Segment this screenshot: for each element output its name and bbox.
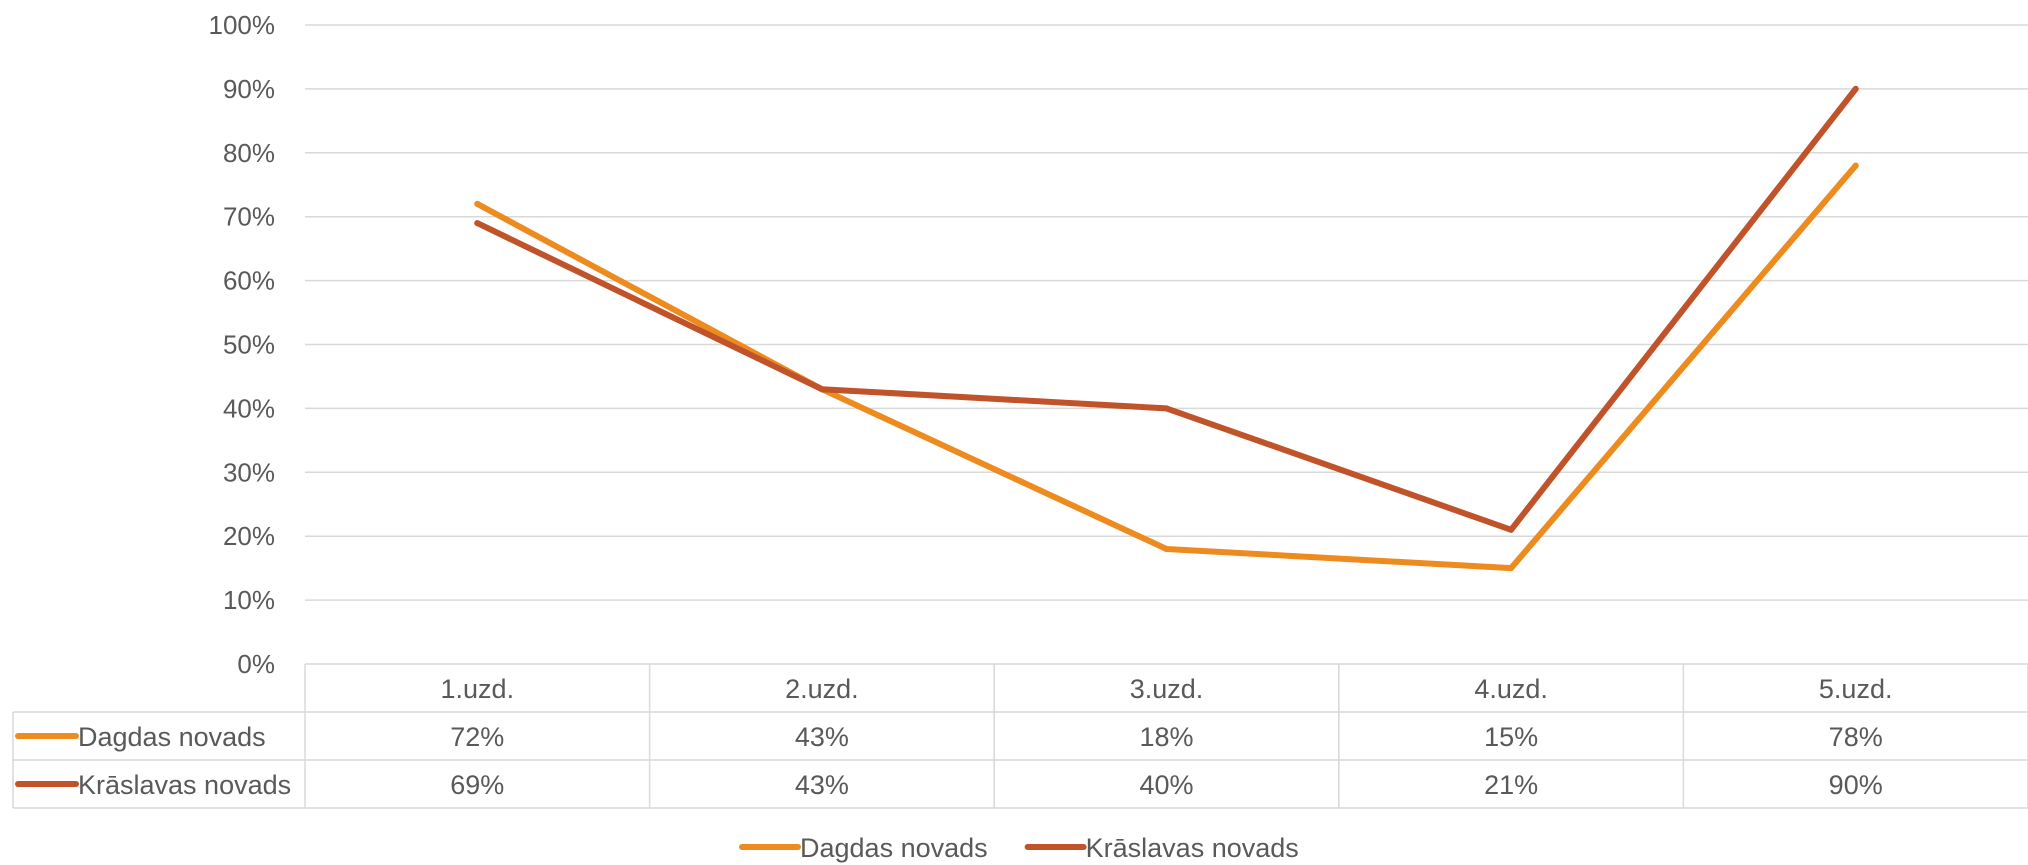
data-point [818,386,825,393]
table-series-name: Dagdas novads [78,722,266,752]
y-tick-label: 40% [223,393,275,423]
y-tick-label: 100% [209,10,276,40]
data-label: 69% [450,770,504,800]
data-label: 18% [1139,722,1193,752]
x-tick-label: 1.uzd. [441,674,515,704]
gridlines [305,24,2028,601]
data-label: 90% [1829,770,1883,800]
series-lines [474,85,1859,572]
y-tick-label: 50% [223,330,275,360]
series-line [474,162,1859,572]
data-point [474,200,481,207]
y-tick-label: 20% [223,521,275,551]
x-tick-label: 3.uzd. [1130,674,1204,704]
table-series-name: Krāslavas novads [78,770,291,800]
legend-label: Dagdas novads [800,833,988,863]
data-point [1163,405,1170,412]
data-label: 72% [450,722,504,752]
series-line [474,85,1859,533]
data-label: 15% [1484,722,1538,752]
data-point [1852,85,1859,92]
legend-label: Krāslavas novads [1086,833,1299,863]
data-table: 1.uzd. 2.uzd. 3.uzd. 4.uzd. 5.uzd. Dagdas nov… [12,663,2028,809]
data-point [474,220,481,227]
y-tick-label: 10% [223,585,275,615]
x-tick-label: 2.uzd. [785,674,859,704]
x-tick-label: 5.uzd. [1819,674,1893,704]
data-label: 21% [1484,770,1538,800]
y-tick-label: 80% [223,138,275,168]
y-tick-label: 90% [223,74,275,104]
y-tick-label: 70% [223,202,275,232]
data-label: 40% [1139,770,1193,800]
data-point [1852,162,1859,169]
y-tick-label: 30% [223,457,275,487]
y-tick-label: 0% [237,649,275,679]
y-axis-ticks: 0% 10% 20% 30% 40% 50% 60% 70% 80% 90% 100% [209,10,276,679]
legend: Dagdas novads Krāslavas novads [739,833,1299,863]
data-point [1508,565,1515,572]
y-tick-label: 60% [223,266,275,296]
data-label: 78% [1829,722,1883,752]
data-point [1163,545,1170,552]
x-tick-label: 4.uzd. [1474,674,1548,704]
data-label: 43% [795,770,849,800]
data-point [1508,526,1515,533]
data-label: 43% [795,722,849,752]
